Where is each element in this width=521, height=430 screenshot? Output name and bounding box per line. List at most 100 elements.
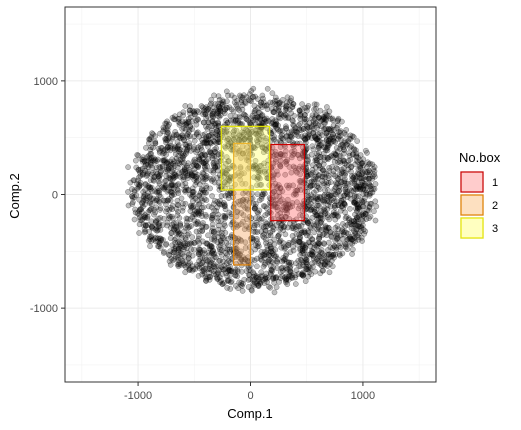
scatter-point — [342, 176, 348, 183]
scatter-point — [225, 141, 232, 147]
scatter-point — [149, 171, 155, 178]
scatter-point — [159, 157, 166, 164]
scatter-point — [308, 225, 314, 231]
scatter-point — [349, 246, 356, 253]
scatter-point — [183, 164, 190, 171]
scatter-point — [261, 102, 268, 109]
scatter-point — [333, 164, 340, 171]
scatter-point — [247, 135, 253, 142]
scatter-point — [220, 108, 227, 115]
scatter-point — [214, 163, 221, 170]
scatter-point — [315, 240, 322, 247]
scatter-point — [302, 245, 309, 251]
scatter-point — [262, 203, 268, 210]
scatter-point — [333, 236, 340, 242]
scatter-point — [356, 185, 363, 192]
scatter-point — [203, 261, 209, 268]
scatter-point — [286, 201, 293, 208]
scatter-point — [276, 104, 282, 111]
scatter-point — [357, 186, 364, 193]
scatter-point — [163, 241, 169, 248]
scatter-point — [213, 153, 219, 160]
scatter-point — [251, 102, 258, 109]
scatter-point — [200, 104, 206, 111]
scatter-point — [300, 259, 307, 266]
scatter-point — [189, 171, 195, 178]
scatter-point — [137, 206, 144, 212]
scatter-point — [166, 134, 173, 141]
scatter-point — [277, 269, 284, 275]
scatter-point — [217, 237, 224, 244]
scatter-point — [230, 108, 237, 115]
scatter-point — [351, 221, 358, 227]
scatter-point — [219, 97, 226, 104]
scatter-point — [332, 210, 339, 217]
scatter-point — [158, 235, 164, 242]
scatter-point — [363, 189, 369, 196]
scatter-point — [363, 147, 369, 154]
scatter-point — [260, 144, 266, 151]
scatter-point — [226, 104, 233, 111]
scatter-point — [158, 168, 164, 175]
scatter-point — [258, 124, 265, 130]
scatter-point — [156, 192, 163, 199]
scatter-point — [325, 180, 332, 186]
scatter-point — [318, 215, 324, 221]
scatter-point — [137, 217, 144, 224]
scatter-point — [209, 212, 216, 218]
scatter-point — [209, 214, 216, 221]
scatter-point — [224, 251, 231, 258]
scatter-point — [276, 107, 282, 114]
scatter-point — [283, 125, 289, 132]
scatter-point — [263, 115, 270, 122]
scatter-point — [164, 197, 171, 204]
scatter-point — [130, 199, 136, 205]
scatter-point — [329, 163, 335, 170]
scatter-point — [169, 202, 176, 209]
scatter-point — [362, 228, 369, 235]
scatter-point — [228, 246, 235, 253]
scatter-point — [293, 131, 300, 138]
scatter-point — [176, 241, 183, 247]
scatter-point — [277, 151, 284, 158]
scatter-point — [284, 205, 291, 211]
scatter-point — [314, 212, 321, 219]
scatter-point — [324, 154, 331, 161]
scatter-point — [306, 269, 313, 276]
scatter-point — [262, 219, 269, 226]
scatter-point — [196, 228, 203, 234]
scatter-point — [131, 177, 138, 184]
scatter-point — [336, 184, 343, 191]
scatter-point — [156, 164, 163, 170]
scatter-point — [328, 234, 335, 241]
scatter-point — [324, 182, 331, 189]
scatter-point — [279, 101, 286, 108]
scatter-point — [270, 264, 277, 271]
scatter-point — [340, 221, 346, 227]
scatter-point — [350, 221, 357, 228]
scatter-point — [263, 205, 270, 212]
scatter-point — [279, 258, 286, 265]
scatter-point — [289, 275, 295, 281]
scatter-point — [238, 99, 245, 106]
scatter-point — [198, 195, 205, 202]
scatter-point — [152, 235, 158, 242]
scatter-point — [290, 101, 297, 107]
scatter-point — [371, 168, 378, 175]
scatter-point — [303, 263, 310, 270]
scatter-point — [251, 205, 258, 212]
scatter-point — [347, 186, 353, 192]
scatter-point — [189, 118, 196, 125]
scatter-point — [314, 219, 321, 226]
scatter-point — [189, 126, 196, 132]
scatter-point — [356, 223, 363, 230]
scatter-point — [205, 119, 212, 126]
scatter-point — [258, 223, 265, 229]
scatter-point — [332, 225, 339, 231]
scatter-point — [147, 243, 153, 249]
scatter-point — [277, 226, 283, 233]
scatter-point — [315, 258, 322, 264]
scatter-point — [359, 160, 365, 167]
scatter-point — [301, 116, 308, 123]
